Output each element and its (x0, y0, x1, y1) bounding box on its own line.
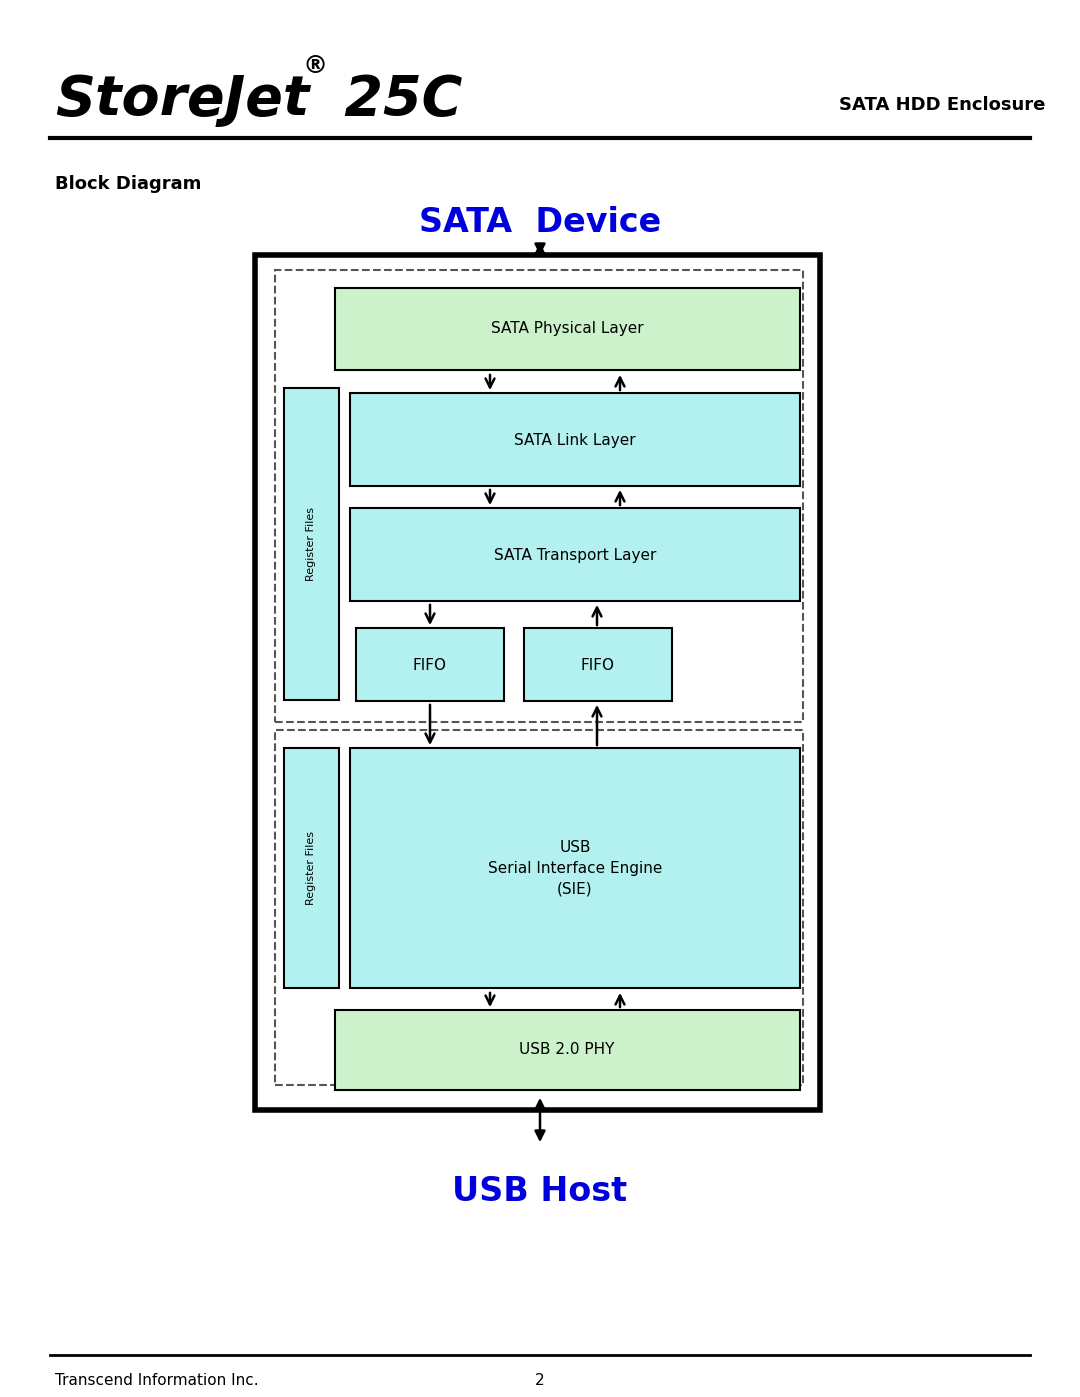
Text: FIFO: FIFO (413, 658, 447, 672)
Text: USB
Serial Interface Engine
(SIE): USB Serial Interface Engine (SIE) (488, 840, 662, 897)
Text: FIFO: FIFO (581, 658, 615, 672)
Text: Register Files: Register Files (306, 831, 316, 905)
Text: SATA Link Layer: SATA Link Layer (514, 433, 636, 447)
Text: SATA Transport Layer: SATA Transport Layer (494, 548, 657, 563)
Bar (335, 1010, 800, 1090)
Text: 25C: 25C (325, 73, 462, 127)
Text: ®: ® (302, 54, 327, 78)
Text: 2: 2 (536, 1373, 544, 1389)
Bar (350, 509, 800, 601)
Text: SATA Physical Layer: SATA Physical Layer (490, 321, 644, 337)
Text: SATA  Device: SATA Device (419, 205, 661, 239)
Text: USB 2.0 PHY: USB 2.0 PHY (519, 1042, 615, 1058)
Bar (350, 747, 800, 988)
Bar (275, 731, 804, 1085)
Text: StoreJet: StoreJet (55, 73, 309, 127)
Bar (255, 256, 820, 1111)
Text: Block Diagram: Block Diagram (55, 175, 201, 193)
Text: Transcend Information Inc.: Transcend Information Inc. (55, 1373, 258, 1389)
Bar (284, 388, 339, 700)
Text: SATA HDD Enclosure: SATA HDD Enclosure (839, 96, 1045, 115)
Text: Register Files: Register Files (306, 507, 316, 581)
Bar (350, 393, 800, 486)
Bar (524, 629, 672, 701)
Bar (275, 270, 804, 722)
Bar (335, 288, 800, 370)
Bar (356, 629, 504, 701)
Bar (284, 747, 339, 988)
Text: USB Host: USB Host (453, 1175, 627, 1208)
